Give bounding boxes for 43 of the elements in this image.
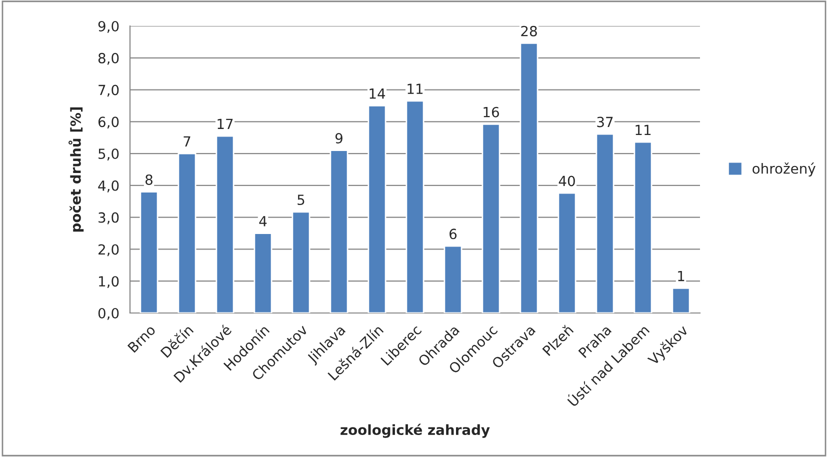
y-tick-label: 4,0: [98, 180, 119, 192]
annotation: 7: [184, 136, 190, 146]
bar: [292, 211, 310, 313]
annotation: 8: [146, 174, 152, 185]
annotation: 14: [370, 88, 386, 99]
y-tick-label: 3,0: [98, 212, 119, 224]
annotation: 5: [298, 194, 304, 206]
annotation: 4: [259, 216, 267, 226]
bar: [482, 124, 500, 313]
annotation: 17: [218, 118, 233, 129]
annotation: 9: [335, 133, 342, 144]
bar: [672, 287, 690, 313]
y-tick-label: 7,0: [98, 84, 119, 97]
y-tick-label: 1,0: [99, 276, 119, 288]
annotation: 11: [408, 84, 423, 94]
legend-label: ohrožený: [752, 162, 816, 176]
bar: [254, 232, 272, 313]
y-axis-title: počet druhů [%]: [68, 107, 84, 232]
bar: [178, 152, 196, 313]
bar: [368, 105, 386, 313]
y-tick-label: 9,0: [98, 20, 119, 33]
bar: [406, 100, 424, 313]
y-tick-label: 8,0: [98, 52, 119, 65]
annotation: 40: [558, 176, 575, 186]
y-tick-label: 2,0: [98, 244, 119, 256]
bar: [444, 245, 462, 313]
y-tick-label: 6,0: [98, 116, 119, 129]
bar: [558, 192, 576, 313]
annotation: 37: [597, 116, 613, 128]
bar: [596, 133, 614, 313]
bar: [520, 42, 538, 313]
annotation: 6: [450, 228, 457, 240]
bar: [634, 141, 652, 313]
bar: [216, 135, 234, 313]
annotation: 11: [636, 124, 651, 136]
bar: [140, 191, 158, 313]
annotation: 16: [484, 106, 499, 118]
annotation: 28: [521, 26, 537, 36]
bar: [330, 150, 348, 313]
y-tick-label: 0,0: [98, 308, 119, 320]
y-tick-label: 5,0: [98, 148, 119, 160]
annotation: 1: [678, 270, 684, 282]
x-axis-title: zoologické zahrady: [340, 424, 490, 438]
